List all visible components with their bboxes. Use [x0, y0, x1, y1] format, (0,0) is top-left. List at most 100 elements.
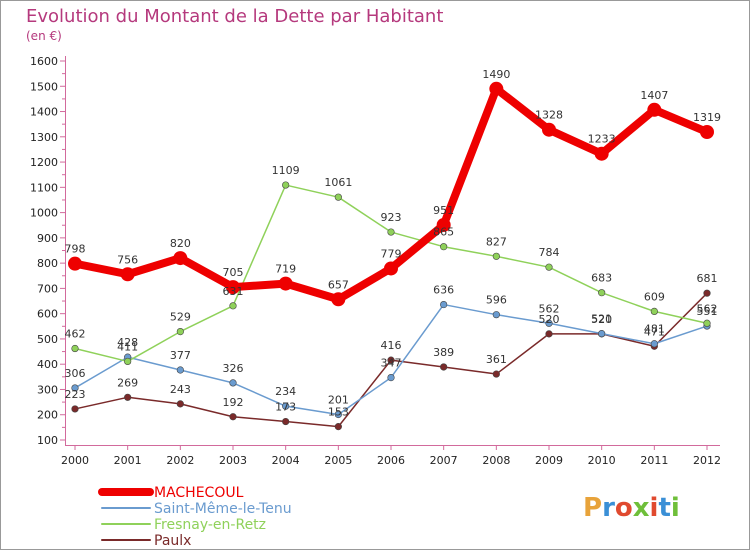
data-labels: 223 269 243 192 173 153 416 389 361 520 520 471 681 3…	[65, 68, 722, 419]
data-label: 923	[381, 211, 402, 224]
data-point	[436, 217, 451, 232]
series-machecoul	[68, 81, 714, 307]
data-point	[384, 261, 398, 276]
y-tick-label: 1000	[30, 207, 58, 220]
data-point	[387, 356, 395, 364]
data-label: 1319	[693, 111, 721, 124]
data-point	[703, 289, 711, 297]
x-tick-label: 2007	[430, 454, 458, 467]
x-tick-label: 2012	[693, 454, 721, 467]
chart-title: Evolution du Montant de la Dette par Hab…	[26, 6, 443, 27]
legend-label: Fresnay-en-Retz	[154, 517, 266, 533]
data-label: 428	[117, 336, 138, 349]
data-label: 820	[170, 237, 191, 250]
data-point	[492, 311, 500, 319]
data-label: 1109	[272, 164, 300, 177]
data-point	[598, 289, 606, 297]
data-point	[282, 181, 290, 189]
data-label: 347	[381, 357, 402, 370]
data-label: 1233	[588, 133, 616, 146]
data-point	[229, 413, 237, 421]
y-tick-label: 500	[37, 333, 58, 346]
x-tick-label: 2003	[219, 454, 247, 467]
data-label: 411	[117, 340, 138, 353]
data-label: 529	[170, 311, 191, 324]
data-point	[545, 330, 553, 338]
x-tick-label: 2002	[166, 454, 194, 467]
data-label: 306	[65, 367, 86, 380]
y-tick-label: 1400	[30, 106, 58, 119]
y-tick-label: 800	[37, 257, 58, 270]
x-tick-label: 2008	[482, 454, 510, 467]
data-label: 1061	[324, 176, 352, 189]
legend-label: Paulx	[154, 533, 191, 549]
data-point	[68, 256, 82, 271]
data-label: 798	[65, 243, 86, 256]
data-label: 865	[433, 226, 454, 239]
data-label: 705	[223, 266, 244, 279]
series-saint-m-me-le-tenu	[71, 300, 711, 419]
data-label: 481	[644, 323, 665, 336]
y-tick-label: 1100	[30, 181, 58, 194]
data-point	[440, 363, 448, 371]
data-label: 223	[65, 388, 86, 401]
data-point	[120, 267, 135, 282]
data-point	[229, 379, 237, 387]
chart-subtitle: (en €)	[26, 29, 62, 43]
logo-text: Proxiti	[583, 493, 680, 523]
data-point	[124, 357, 132, 366]
data-label: 201	[328, 393, 349, 406]
data-point	[71, 384, 79, 392]
y-tick-label: 1500	[30, 80, 58, 93]
data-point	[542, 122, 556, 137]
data-point	[226, 280, 240, 295]
data-label: 234	[275, 385, 296, 398]
data-label: 609	[644, 290, 665, 303]
data-point	[650, 340, 658, 348]
data-label: 784	[539, 246, 560, 259]
data-point	[278, 276, 293, 291]
y-tick-label: 900	[37, 232, 58, 245]
legend: MACHECOULSaint-Même-le-TenuFresnay-en-Re…	[98, 485, 292, 549]
y-tick-label: 700	[37, 282, 58, 295]
y-tick-label: 1300	[30, 131, 58, 144]
series-fresnay-en-retz	[71, 181, 711, 366]
x-tick-label: 2011	[640, 454, 668, 467]
data-point	[176, 400, 184, 408]
data-label: 562	[697, 302, 718, 315]
data-label: 269	[117, 376, 138, 389]
data-point	[598, 330, 606, 338]
data-point	[71, 405, 79, 413]
data-label: 631	[223, 285, 244, 298]
data-label: 683	[591, 272, 612, 285]
data-point	[331, 292, 346, 307]
series-layer	[68, 81, 714, 431]
data-label: 173	[275, 401, 296, 414]
data-point	[545, 319, 553, 327]
data-point	[176, 366, 184, 374]
data-label: 779	[381, 247, 402, 260]
data-point	[647, 102, 662, 117]
y-tick-label: 400	[37, 358, 58, 371]
data-label: 462	[65, 328, 86, 341]
data-label: 951	[433, 204, 454, 217]
x-tick-label: 2000	[61, 454, 89, 467]
data-label: 153	[328, 406, 349, 419]
x-tick-label: 2004	[272, 454, 300, 467]
data-label: 326	[223, 362, 244, 375]
data-point	[545, 263, 553, 271]
data-point	[594, 146, 609, 161]
data-point	[650, 307, 658, 315]
x-axis: 2000 2001 2002 2003 2004 2005 2006 2007 2008 2009…	[61, 445, 721, 467]
data-point	[700, 124, 714, 139]
data-label: 1407	[640, 89, 668, 102]
data-label: 1490	[482, 68, 510, 81]
data-label: 377	[170, 349, 191, 362]
data-point	[387, 228, 395, 236]
data-label: 389	[433, 346, 454, 359]
data-label: 192	[223, 396, 244, 409]
x-tick-label: 2001	[114, 454, 142, 467]
x-tick-label: 2005	[324, 454, 352, 467]
data-label: 681	[697, 272, 718, 285]
